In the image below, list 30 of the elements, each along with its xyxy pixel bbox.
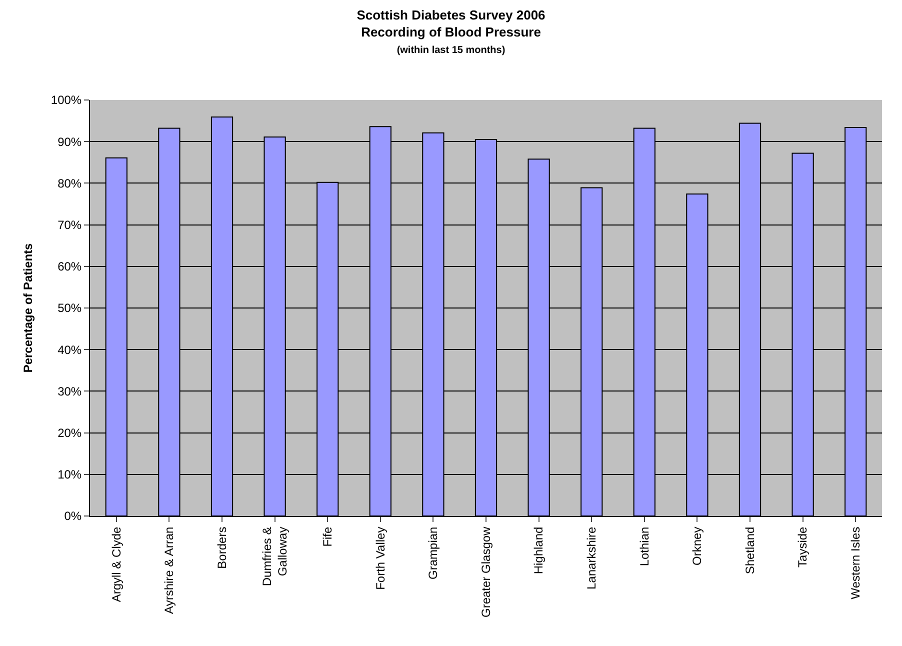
x-tick-label: Grampian [426, 526, 440, 580]
y-tick-label: 30% [58, 384, 82, 398]
y-tick-label: 40% [58, 342, 82, 357]
x-tick-label: Shetland [742, 526, 757, 574]
y-tick-label: 20% [58, 426, 82, 440]
y-tick-label: 100% [50, 93, 82, 108]
y-tick-label: 10% [58, 468, 82, 482]
y-tick-label: 90% [58, 134, 82, 149]
x-tick-label: Lanarkshire [584, 526, 598, 590]
y-tick-label: 0% [64, 509, 82, 524]
chart-title: Scottish Diabetes Survey 2006 [356, 7, 546, 22]
x-tick-label: Lothian [637, 526, 652, 566]
x-tick-label: Tayside [796, 526, 810, 568]
x-tick-label: Borders [214, 526, 229, 569]
x-tick-label: Argyll & Clyde [109, 526, 124, 602]
x-tick-label: Forth Valley [373, 526, 388, 590]
x-tick-label: Fife [320, 526, 334, 547]
x-tick-label: Orkney [690, 526, 704, 566]
y-tick-label: 50% [58, 301, 82, 316]
x-tick-label: Western Isles [848, 526, 862, 600]
x-tick-label: Highland [532, 526, 546, 574]
text: (within last 15 months) [396, 45, 506, 56]
y-tick-label: 80% [58, 176, 82, 190]
x-tick-label: Greater Glasgow [478, 526, 493, 618]
x-tick-label: Ayrshire & Arran [162, 526, 176, 614]
y-tick-label: 70% [58, 218, 82, 232]
y-tick-label: 60% [58, 260, 82, 274]
y-axis-title: Percentage of Patients [21, 242, 36, 373]
x-tick-label: Dumfries & Galloway [260, 526, 290, 586]
chart-subtitle: Recording of Blood Pressure [361, 24, 541, 40]
